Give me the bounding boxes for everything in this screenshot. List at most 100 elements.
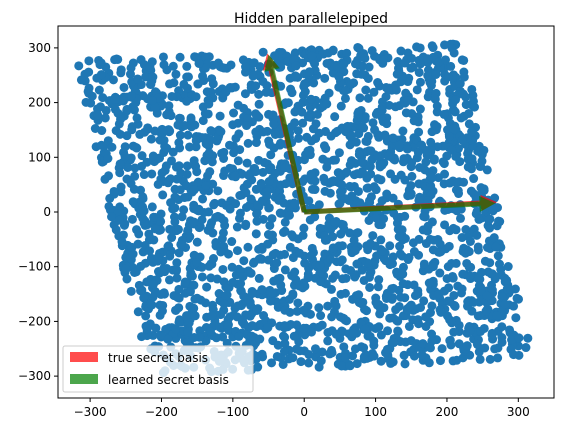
scatter-point [427,301,437,311]
scatter-point [145,246,155,256]
scatter-point [269,119,279,129]
scatter-point [405,302,415,312]
scatter-point [201,181,211,191]
scatter-point [295,248,305,258]
scatter-point [157,168,167,178]
scatter-point [270,51,280,61]
scatter-point [394,232,404,242]
scatter-point [220,221,230,231]
scatter-point [430,94,440,104]
scatter-point [285,242,295,252]
scatter-point [142,324,152,334]
scatter-point [307,184,317,194]
scatter-point [409,247,419,257]
scatter-point [126,286,136,296]
scatter-point [330,270,340,280]
scatter-point [232,222,242,232]
scatter-point [153,253,163,263]
scatter-point [353,109,363,119]
scatter-point [205,326,215,336]
scatter-point [409,351,419,361]
scatter-point [447,318,457,328]
scatter-point [354,150,364,160]
scatter-point [115,202,125,212]
x-tick-label: 100 [364,405,387,419]
scatter-point [127,214,137,224]
scatter-point [198,116,208,126]
scatter-point [253,362,263,372]
scatter-point [125,69,135,79]
scatter-point [219,277,229,287]
scatter-point [394,66,404,76]
scatter-point [385,313,395,323]
scatter-point [299,305,308,315]
scatter-point [360,53,370,63]
scatter-point [448,273,458,283]
scatter-point [388,133,398,143]
scatter-point [183,327,193,337]
scatter-point [355,93,365,103]
scatter-point [290,48,300,58]
scatter-point [297,107,307,117]
scatter-point [401,88,411,98]
scatter-point [131,142,141,152]
scatter-point [307,51,317,61]
scatter-point [272,258,282,268]
scatter-point [493,353,503,363]
scatter-point [276,138,286,148]
scatter-point [376,175,386,185]
scatter-point [459,72,469,82]
scatter-point [414,234,424,244]
scatter-point [257,285,267,295]
scatter-point [290,107,300,117]
scatter-point [330,155,340,165]
scatter-point [345,361,355,371]
scatter-point [242,114,252,124]
scatter-point [149,212,159,222]
scatter-point [251,81,261,91]
scatter-point [417,140,427,150]
scatter-point [134,280,144,290]
scatter-point [280,217,290,227]
scatter-point [130,163,140,173]
scatter-point [254,99,264,109]
scatter-point [158,190,168,200]
scatter-point [218,228,228,238]
scatter-point [299,323,309,333]
scatter-point [415,77,425,87]
scatter-point [434,289,444,299]
scatter-point [393,316,403,326]
scatter-point [265,220,275,230]
scatter-point [473,245,483,255]
scatter-point [513,294,523,304]
scatter-point [414,67,424,77]
scatter-point [205,221,215,231]
scatter-point [414,195,424,205]
y-tick-label: 0 [43,205,51,219]
scatter-point [398,126,408,136]
scatter-point [293,298,303,308]
scatter-point [115,168,125,178]
scatter-point [431,69,441,79]
scatter-point [303,146,313,156]
scatter-point [304,196,314,206]
scatter-point [308,124,318,134]
scatter-point [423,71,433,81]
scatter-point [403,48,413,58]
scatter-point [377,196,387,206]
scatter-point [189,185,199,195]
scatter-point [377,160,387,170]
scatter-point [117,237,127,247]
scatter-point [370,125,380,135]
legend-swatch-true [70,352,98,362]
scatter-point [372,151,382,161]
scatter-point [423,221,433,231]
scatter-point [132,113,142,123]
scatter-point [350,344,360,354]
scatter-point [400,58,410,68]
scatter-point [207,157,217,167]
scatter-point [170,217,180,227]
scatter-point [364,62,374,72]
scatter-point [240,89,250,99]
scatter-point [215,322,225,332]
